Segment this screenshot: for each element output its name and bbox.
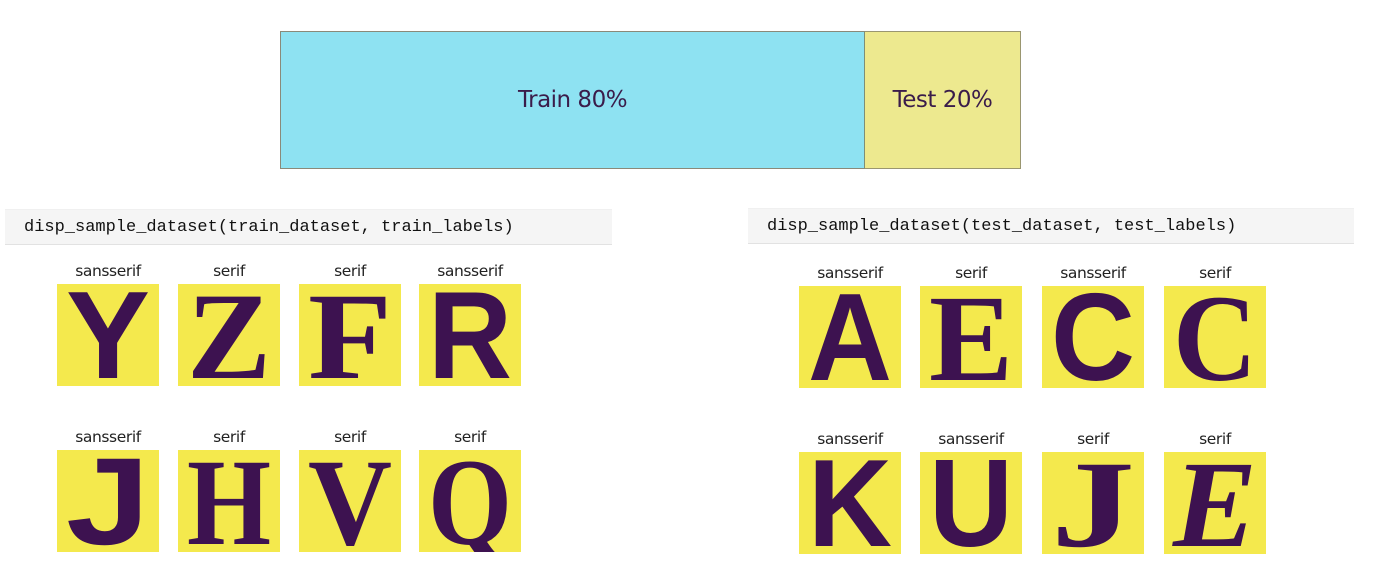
letter-glyph-text: V <box>308 450 392 552</box>
sample-image: A <box>799 286 901 388</box>
sample-label: serif <box>454 428 486 446</box>
letter-glyph-text: Y <box>66 284 150 386</box>
train-code-text: disp_sample_dataset(train_dataset, train… <box>24 217 514 237</box>
sample-image: V <box>299 450 401 552</box>
test-segment: Test 20% <box>865 31 1021 169</box>
letter-glyph: Q <box>428 450 512 552</box>
letter-glyph: V <box>308 450 392 552</box>
sample-label: sansserif <box>75 428 141 446</box>
train-segment: Train 80% <box>280 31 865 169</box>
sample-label: serif <box>213 262 245 280</box>
sample-image: U <box>920 452 1022 554</box>
sample-label: serif <box>1199 264 1231 282</box>
sample-label: serif <box>334 428 366 446</box>
letter-glyph-text: H <box>187 450 271 552</box>
sample-image: H <box>178 450 280 552</box>
sample-image: J <box>1042 452 1144 554</box>
letter-glyph: C <box>1051 286 1135 388</box>
train-segment-label: Train 80% <box>517 87 628 113</box>
letter-glyph: U <box>929 452 1013 554</box>
letter-glyph: J <box>66 450 150 552</box>
train-code-cell: disp_sample_dataset(train_dataset, train… <box>5 209 612 245</box>
sample-image: C <box>1164 286 1266 388</box>
letter-glyph: J <box>1051 452 1135 554</box>
sample-image: Q <box>419 450 521 552</box>
letter-glyph: Z <box>187 284 271 386</box>
letter-glyph: K <box>808 452 892 554</box>
letter-glyph: F <box>308 284 392 386</box>
letter-glyph: Y <box>66 284 150 386</box>
letter-glyph: A <box>808 286 892 388</box>
sample-label: serif <box>955 264 987 282</box>
letter-glyph-text: K <box>808 452 892 554</box>
test-segment-label: Test 20% <box>892 87 993 113</box>
sample-image: E <box>1164 452 1266 554</box>
sample-label: serif <box>1199 430 1231 448</box>
sample-label: sansserif <box>437 262 503 280</box>
sample-image: R <box>419 284 521 386</box>
letter-glyph-text: Z <box>187 284 271 386</box>
sample-label: sansserif <box>817 264 883 282</box>
sample-label: sansserif <box>938 430 1004 448</box>
letter-glyph-text: C <box>1173 286 1257 388</box>
sample-label: serif <box>213 428 245 446</box>
test-code-cell: disp_sample_dataset(test_dataset, test_l… <box>748 208 1354 244</box>
sample-label: sansserif <box>817 430 883 448</box>
sample-image: F <box>299 284 401 386</box>
letter-glyph: H <box>187 450 271 552</box>
sample-label: sansserif <box>75 262 141 280</box>
letter-glyph-text: A <box>808 286 892 388</box>
sample-image: J <box>57 450 159 552</box>
letter-glyph-text: Q <box>428 450 512 552</box>
letter-glyph-text: J <box>66 450 150 552</box>
letter-glyph-text: E <box>1172 452 1257 554</box>
letter-glyph-text: C <box>1051 286 1135 388</box>
sample-label: serif <box>334 262 366 280</box>
test-code-text: disp_sample_dataset(test_dataset, test_l… <box>767 216 1237 236</box>
letter-glyph: E <box>1172 452 1257 554</box>
letter-glyph-text: F <box>308 284 392 386</box>
letter-glyph-text: E <box>929 286 1013 388</box>
sample-label: serif <box>1077 430 1109 448</box>
sample-image: Z <box>178 284 280 386</box>
train-test-split-bar: Train 80% Test 20% <box>280 31 1021 169</box>
letter-glyph: C <box>1173 286 1257 388</box>
sample-image: C <box>1042 286 1144 388</box>
sample-image: K <box>799 452 901 554</box>
letter-glyph: R <box>428 284 512 386</box>
letter-glyph-text: J <box>1051 452 1135 554</box>
letter-glyph-text: R <box>428 284 512 386</box>
letter-glyph-text: U <box>929 452 1013 554</box>
sample-image: E <box>920 286 1022 388</box>
sample-label: sansserif <box>1060 264 1126 282</box>
sample-image: Y <box>57 284 159 386</box>
letter-glyph: E <box>929 286 1013 388</box>
